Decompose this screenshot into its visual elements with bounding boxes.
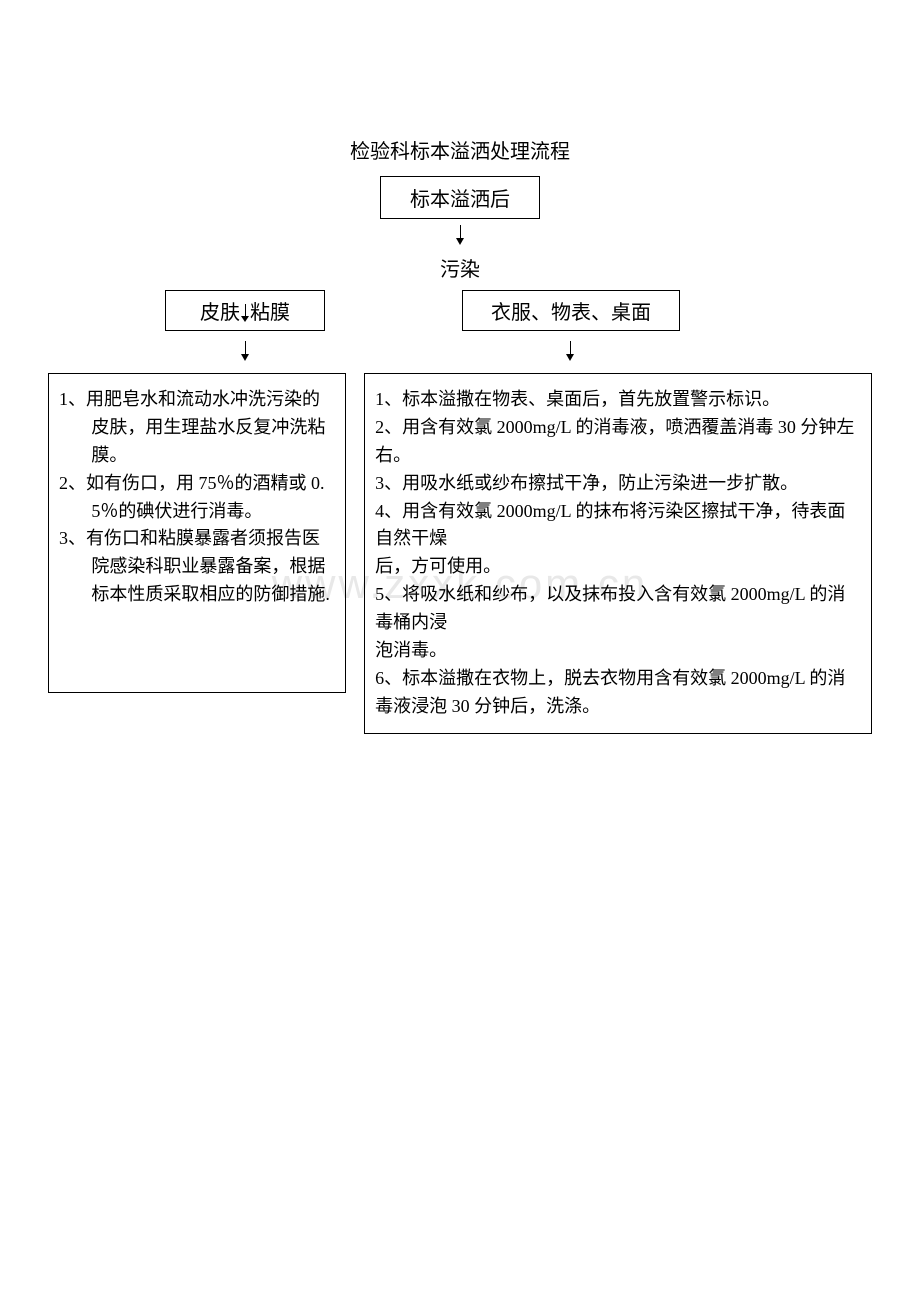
contaminate-label: 污染 (0, 253, 920, 282)
branch-mucosa-text: 粘膜 (250, 302, 290, 324)
flowchart-container: 检验科标本溢洒处理流程 标本溢洒后 污染 皮肤粘膜 衣服、物表、桌面 1、用肥皂… (0, 0, 920, 734)
arrow-down-icon (565, 341, 575, 363)
left-item-1: 1、用肥皂水和流动水冲洗污染的皮肤，用生理盐水反复冲洗粘膜。 (59, 386, 335, 470)
arrow-down-icon (240, 304, 250, 324)
right-item-3: 3、用吸水纸或纱布擦拭干净，防止污染进一步扩散。 (375, 470, 861, 498)
branch-clothes-surface: 衣服、物表、桌面 (462, 290, 680, 331)
detail-row: 1、用肥皂水和流动水冲洗污染的皮肤，用生理盐水反复冲洗粘膜。 2、如有伤口，用 … (0, 373, 920, 734)
start-node: 标本溢洒后 (380, 176, 540, 219)
detail-surface-box: 1、标本溢撒在物表、桌面后，首先放置警示标识。 2、用含有效氯 2000mg/L… (364, 373, 872, 734)
right-item-6: 6、标本溢撒在衣物上，脱去衣物用含有效氯 2000mg/L 的消毒液浸泡 30 … (375, 665, 861, 721)
left-item-3: 3、有伤口和粘膜暴露者须报告医院感染科职业暴露备案，根据标本性质采取相应的防御措… (59, 525, 335, 609)
detail-skin-box: 1、用肥皂水和流动水冲洗污染的皮肤，用生理盐水反复冲洗粘膜。 2、如有伤口，用 … (48, 373, 346, 693)
left-item-2: 2、如有伤口，用 75％的酒精或 0. 5％的碘伏进行消毒。 (59, 470, 335, 526)
right-item-4b: 后，方可使用。 (375, 553, 861, 581)
right-item-1: 1、标本溢撒在物表、桌面后，首先放置警示标识。 (375, 386, 861, 414)
mid-arrow-row (0, 335, 920, 369)
right-item-4a: 4、用含有效氯 2000mg/L 的抹布将污染区擦拭干净，待表面自然干燥 (375, 498, 861, 554)
right-item-5b: 泡消毒。 (375, 637, 861, 665)
right-item-2: 2、用含有效氯 2000mg/L 的消毒液，喷洒覆盖消毒 30 分钟左右。 (375, 414, 861, 470)
arrow-down-icon (455, 225, 465, 247)
branch-skin-mucosa: 皮肤粘膜 (165, 290, 325, 331)
branch-row: 皮肤粘膜 衣服、物表、桌面 (0, 290, 920, 331)
branch-skin-text: 皮肤 (200, 302, 240, 324)
page-title: 检验科标本溢洒处理流程 (0, 0, 920, 164)
right-item-5a: 5、将吸水纸和纱布，以及抹布投入含有效氯 2000mg/L 的消毒桶内浸 (375, 581, 861, 637)
arrow-down-icon (240, 341, 250, 363)
